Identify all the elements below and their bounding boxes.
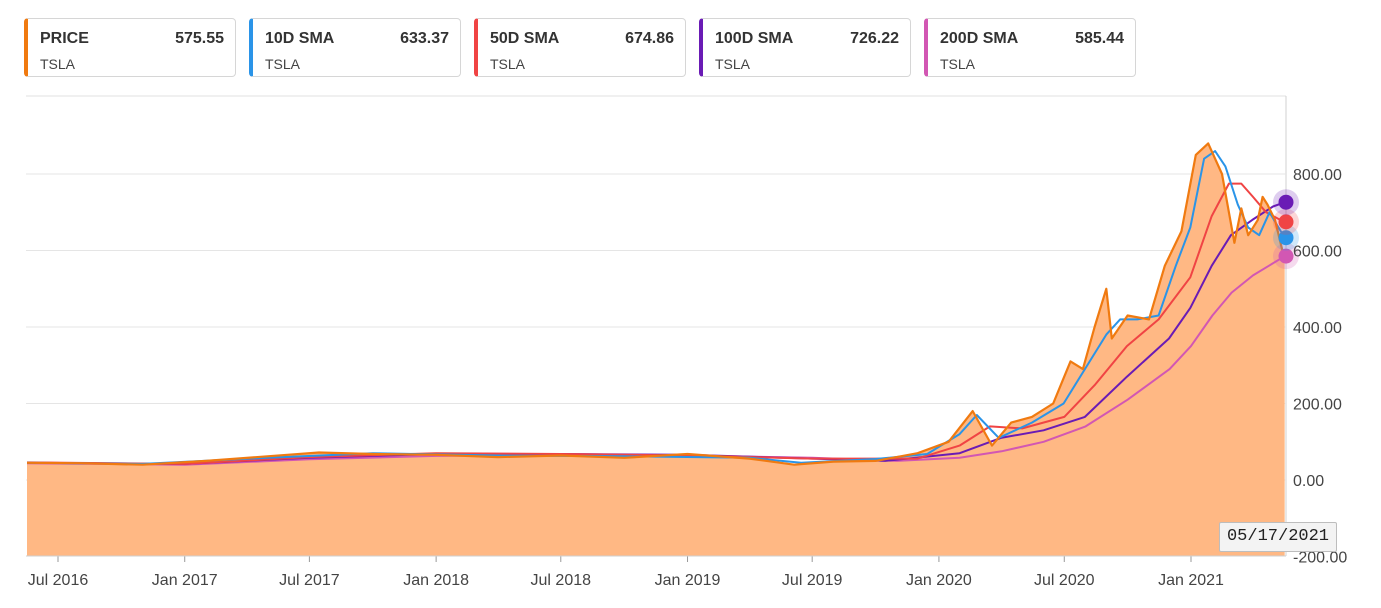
marker-50d-sma — [1278, 214, 1294, 230]
legend-ticker: TSLA — [715, 56, 751, 72]
marker-100d-sma — [1278, 194, 1294, 210]
legend-ticker: TSLA — [40, 56, 76, 72]
legend-label: PRICE — [40, 30, 89, 47]
legend-card-200d-sma[interactable]: 200D SMA 585.44 TSLA — [924, 18, 1136, 77]
legend-label: 50D SMA — [490, 30, 560, 47]
legend-card-100d-sma[interactable]: 100D SMA 726.22 TSLA — [699, 18, 911, 77]
y-tick-label: 600.00 — [1293, 244, 1342, 261]
series-line-price — [26, 142, 1286, 466]
legend-ticker: TSLA — [940, 56, 976, 72]
price-area — [27, 143, 1285, 556]
x-tick-label: Jan 2020 — [906, 572, 972, 589]
y-tick-label: 400.00 — [1293, 320, 1342, 337]
marker-200d-sma — [1278, 248, 1294, 264]
x-axis: Jul 2016 Jan 2017 Jul 2017 Jan 2018 Jul 2018… — [26, 555, 1286, 589]
legend: PRICE 575.55 TSLA 10D SMA 633.37 TSLA 50… — [24, 18, 1149, 77]
legend-value: 575.55 — [175, 30, 224, 47]
x-tick-label: Jul 2020 — [1034, 572, 1095, 589]
marker-10d-sma — [1278, 230, 1294, 246]
y-tick-label: 800.00 — [1293, 167, 1342, 184]
line-layer — [26, 142, 1286, 466]
legend-value: 674.86 — [625, 30, 674, 47]
legend-card-50d-sma[interactable]: 50D SMA 674.86 TSLA — [474, 18, 686, 77]
x-tick-label: Jul 2017 — [279, 572, 340, 589]
x-tick-label: Jan 2018 — [403, 572, 469, 589]
x-tick-label: Jul 2016 — [28, 572, 89, 589]
legend-ticker: TSLA — [490, 56, 526, 72]
series-line-50d-sma — [26, 182, 1286, 465]
legend-value: 633.37 — [400, 30, 449, 47]
x-tick-label: Jan 2019 — [655, 572, 721, 589]
legend-card-10d-sma[interactable]: 10D SMA 633.37 TSLA — [249, 18, 461, 77]
legend-card-price[interactable]: PRICE 575.55 TSLA — [24, 18, 236, 77]
x-tick-label: Jan 2021 — [1158, 572, 1224, 589]
legend-value: 726.22 — [850, 30, 899, 47]
legend-value: 585.44 — [1075, 30, 1124, 47]
legend-ticker: TSLA — [265, 56, 301, 72]
x-tick-label: Jul 2018 — [531, 572, 592, 589]
marker-layer — [1273, 189, 1299, 270]
x-tick-label: Jan 2017 — [152, 572, 218, 589]
legend-label: 100D SMA — [715, 30, 794, 47]
y-axis: 800.00 600.00 400.00 200.00 0.00 -200.00 — [1293, 167, 1347, 567]
y-tick-label: -200.00 — [1293, 550, 1347, 567]
x-tick-label: Jul 2019 — [782, 572, 843, 589]
hover-date-label: 05/17/2021 — [1219, 522, 1337, 552]
legend-label: 200D SMA — [940, 30, 1019, 47]
legend-label: 10D SMA — [265, 30, 335, 47]
y-tick-label: 200.00 — [1293, 397, 1342, 414]
y-tick-label: 0.00 — [1293, 473, 1324, 490]
area-layer — [27, 143, 1285, 556]
